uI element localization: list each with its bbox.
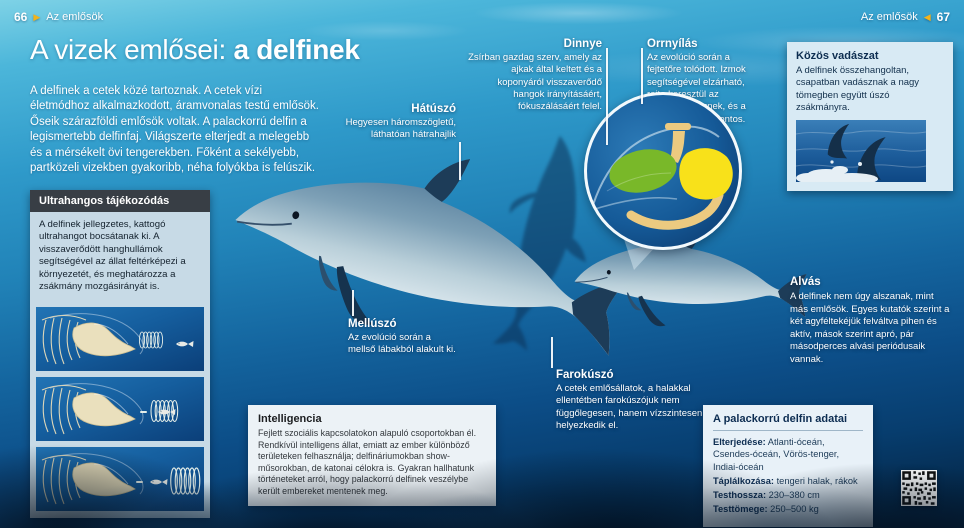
leader-line-melon: [606, 48, 608, 145]
intelligence-text: Fejlett szociális kapcsolatokon alapuló …: [258, 428, 477, 496]
qr-code: [901, 470, 937, 506]
hunting-box: Közös vadászat A delfinek összehangoltan…: [787, 42, 953, 192]
leader-line-pectoral: [352, 290, 354, 316]
leader-line-tail: [551, 337, 553, 368]
fact-row-distribution: Elterjedése: Atlanti-óceán, Csendes-óceá…: [713, 437, 840, 472]
echolocation-panels: [30, 296, 210, 518]
label-melon: Dinnye Zsírban gazdag szerv, amely az aj…: [468, 38, 602, 113]
echolocation-box: Ultrahangos tájékozódás A delfinek jelle…: [30, 190, 210, 518]
header-left: 66 ▶ Az emlősök: [14, 10, 103, 24]
hunting-box-title: Közös vadászat: [796, 50, 879, 62]
echolocation-panel-2: [36, 376, 204, 441]
leader-line-dorsal: [459, 142, 461, 180]
fact-row-diet: Táplálkozása: tengeri halak, rákok: [713, 475, 858, 486]
leader-line-blowhole: [641, 48, 643, 104]
fact-row-length: Testhossza: 230–380 cm: [713, 490, 820, 501]
fact-box: A palackorrú delfin adatai Elterjedése: …: [703, 405, 873, 527]
label-dorsal-fin: Hátúszó Hegyesen háromszögletű, láthatóa…: [345, 103, 456, 141]
page-number-right: 67: [936, 10, 950, 24]
sleep-title: Alvás: [790, 276, 821, 288]
head-anatomy-inset: [584, 92, 742, 250]
arrow-right-icon: ▶: [33, 11, 41, 22]
label-pectoral-fin: Mellúszó Az evolúció során a mellső lába…: [348, 318, 456, 356]
page-title: A vizek emlősei: a delfinek: [30, 34, 360, 65]
label-tail-fin: Farokúszó A cetek emlősállatok, a halakk…: [556, 369, 703, 432]
sleep-section: Alvás A delfinek nem úgy alszanak, mint …: [790, 276, 952, 366]
intelligence-box: Intelligencia Fejlett szociális kapcsola…: [248, 405, 496, 507]
page-number-left: 66: [14, 10, 28, 24]
fact-box-title: A palackorrú delfin adatai: [713, 413, 863, 431]
echolocation-panel-3: [36, 446, 204, 511]
section-label-right: Az emlősök: [860, 11, 918, 23]
intelligence-title: Intelligencia: [258, 413, 322, 425]
fact-row-weight: Testtömege: 250–500 kg: [713, 504, 819, 515]
hunting-box-text: A delfinek összehangoltan, csapatban vad…: [796, 65, 920, 114]
intro-paragraph: A delfinek a cetek közé tartoznak. A cet…: [30, 85, 319, 175]
arrow-left-icon: ◀: [923, 11, 931, 22]
sleep-text: A delfinek nem úgy alszanak, mint más em…: [790, 291, 950, 365]
echolocation-box-text: A delfinek jellegzetes, kattogó ultrahan…: [39, 219, 186, 293]
echolocation-panel-1: [36, 306, 204, 371]
section-label-left: Az emlősök: [46, 11, 104, 23]
echolocation-box-title: Ultrahangos tájékozódás: [30, 190, 210, 212]
header-right: Az emlősök ◀ 67: [861, 10, 950, 24]
hunting-photo: [796, 120, 926, 183]
